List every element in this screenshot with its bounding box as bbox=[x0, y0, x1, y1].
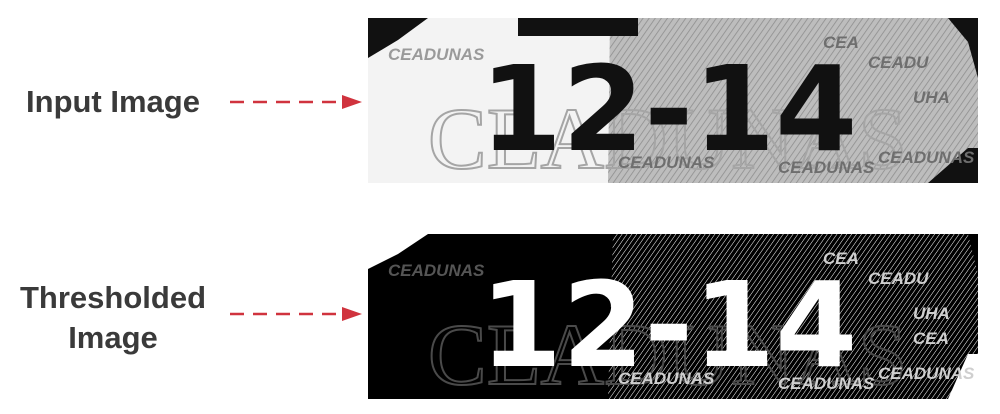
thresholded-image-panel: CEADUNAS CEADUNAS CEA CEADU UHA CEA CEAD… bbox=[368, 234, 978, 399]
watermark-fragment: CEA bbox=[823, 33, 859, 52]
thresholded-label-line2: Image bbox=[68, 320, 158, 355]
watermark-fragment: CEADUNAS bbox=[878, 364, 975, 383]
watermark-fragment: CEA bbox=[913, 329, 949, 348]
dashed-arrow-icon bbox=[230, 307, 362, 321]
watermark-small: CEADUNAS bbox=[388, 45, 485, 64]
watermark-fragment: CEADUNAS bbox=[878, 148, 975, 167]
watermark-fragment: CEADUNAS bbox=[618, 369, 715, 388]
border-blob bbox=[928, 148, 978, 183]
thresholded-plate-image: CEADUNAS CEADUNAS CEA CEADU UHA CEA CEAD… bbox=[368, 234, 978, 399]
plate-shaded-area bbox=[608, 18, 978, 183]
thresholded-label-line1: Thresholded bbox=[19, 280, 206, 315]
threshold-hatched-area bbox=[608, 234, 978, 399]
watermark-fragment: CEA bbox=[823, 249, 859, 268]
watermark-small: CEADUNAS bbox=[388, 261, 485, 280]
dashed-arrow-icon bbox=[230, 95, 362, 109]
watermark-fragment: UHA bbox=[913, 304, 950, 323]
watermark-large: CEADUNAS bbox=[428, 91, 907, 183]
watermark-large: CEADUNAS bbox=[428, 307, 907, 399]
thresholded-image-label: Thresholded Image bbox=[4, 278, 222, 358]
border-blob bbox=[518, 18, 638, 36]
border-blob bbox=[948, 354, 978, 399]
border-blob bbox=[368, 234, 428, 269]
plate-number: 12-14 bbox=[480, 40, 857, 178]
watermark-fragment: CEADU bbox=[868, 269, 929, 288]
watermark-fragment: CEADUNAS bbox=[618, 153, 715, 172]
input-image-panel: CEADUNAS CEADUNAS CEA CEADU UHA CEADUNAS… bbox=[368, 18, 978, 183]
plate-number: 12-14 bbox=[480, 256, 857, 394]
border-blob bbox=[798, 18, 978, 78]
watermark-fragment: UHA bbox=[913, 88, 950, 107]
border-blob bbox=[368, 18, 428, 58]
input-image-label: Input Image bbox=[26, 84, 200, 119]
input-plate-image: CEADUNAS CEADUNAS CEA CEADU UHA CEADUNAS… bbox=[368, 18, 978, 183]
watermark-fragment: CEADUNAS bbox=[778, 374, 875, 393]
watermark-fragment: CEADU bbox=[868, 53, 929, 72]
watermark-fragment: CEADUNAS bbox=[778, 158, 875, 177]
